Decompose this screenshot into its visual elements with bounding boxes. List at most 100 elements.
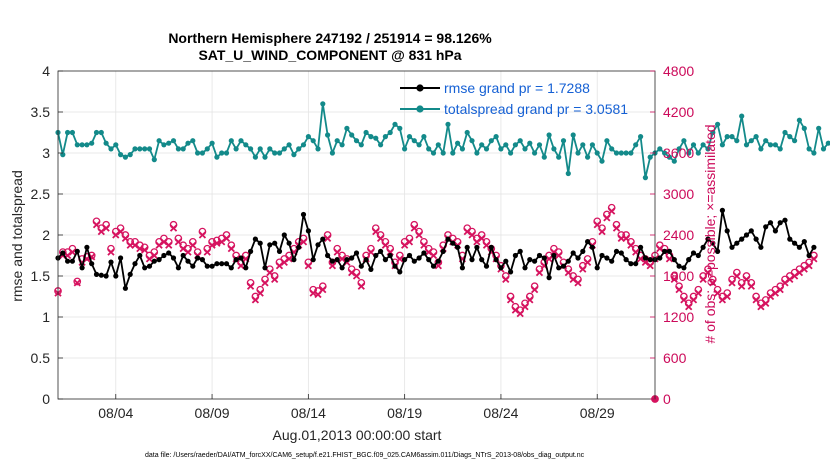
obs-assimilated-marker [285, 255, 293, 263]
spread-point [344, 125, 350, 131]
rmse-point [142, 265, 148, 271]
spread-point [796, 117, 803, 123]
spread-point [368, 134, 374, 140]
obs-assimilated-marker [535, 268, 544, 277]
rmse-point [488, 244, 494, 250]
obs-assimilated-stroke [574, 279, 582, 287]
obs-assimilated-stroke [583, 258, 592, 266]
spread-point [281, 146, 287, 152]
rmse-point [729, 244, 735, 250]
spread-point [695, 150, 701, 156]
obs-assimilated-marker [376, 234, 385, 243]
spread-point [666, 154, 673, 160]
rmse-point [272, 240, 278, 246]
obs-assimilated-marker [352, 272, 361, 280]
obs-assimilated-marker [415, 231, 423, 239]
obs-assimilated-stroke [713, 289, 722, 297]
rmse-point [618, 250, 624, 256]
spread-point [272, 150, 278, 156]
spread-point [320, 101, 326, 107]
obs-assimilated-marker [184, 248, 192, 256]
obs-assimilated-stroke [608, 207, 616, 215]
obs-assimilated-marker [742, 275, 751, 284]
y-tick-label-right: 600 [663, 350, 687, 366]
spread-point [686, 150, 692, 156]
obs-assimilated-marker [593, 221, 601, 229]
spread-point [166, 140, 172, 146]
spread-point [93, 129, 100, 136]
rmse-point [276, 248, 283, 254]
obs-assimilated-stroke [569, 275, 577, 284]
rmse-point [170, 255, 177, 261]
obs-assimilated-stroke [482, 241, 491, 249]
rmse-point [214, 261, 220, 267]
obs-assimilated-stroke [323, 234, 332, 243]
rmse-point [690, 250, 697, 256]
rmse-point [512, 252, 519, 259]
y-tick-label-right: 3000 [663, 186, 694, 202]
obs-assimilated-marker [506, 296, 515, 304]
rmse-point [257, 240, 263, 246]
spread-point [772, 142, 779, 148]
spread-point [392, 121, 398, 127]
spread-point [763, 138, 769, 144]
axis-ticks: 0 0.5 1 1.5 2 2.5 3 3.5 4 0 600 1200 1800 2400 3000 360… [31, 63, 695, 421]
spread-point [363, 129, 369, 136]
obs-assimilated-stroke [805, 262, 813, 270]
obs-assimilated-stroke [790, 272, 799, 280]
rmse-point [79, 265, 85, 271]
rmse-point [74, 248, 80, 254]
obs-assimilated-stroke [478, 234, 486, 243]
obs-assimilated-stroke [376, 234, 385, 243]
obs-assimilated-marker [169, 224, 178, 232]
spread-point [445, 121, 451, 127]
rmse-point [633, 261, 639, 267]
obs-assimilated-stroke [579, 265, 587, 273]
spread-point [570, 132, 576, 138]
obs-assimilated-stroke [116, 227, 125, 236]
obs-possible-marker [73, 277, 82, 286]
rmse-point [585, 239, 591, 245]
spread-point [825, 140, 830, 146]
spread-point [122, 154, 128, 160]
spread-point [758, 146, 764, 152]
obs-assimilated-marker [747, 282, 755, 290]
obs-assimilated-stroke [102, 224, 110, 232]
spread-point [243, 142, 249, 148]
x-tick-label: 08/09 [195, 405, 230, 421]
rmse-point [151, 258, 157, 264]
obs-assimilated-marker [266, 268, 274, 277]
obs-assimilated-marker [627, 241, 635, 249]
rmse-point [743, 232, 750, 238]
spread-point [204, 146, 210, 152]
obs-assimilated-marker [511, 306, 520, 314]
obs-assimilated-stroke [718, 296, 727, 304]
obs-assimilated-marker [781, 279, 789, 287]
rmse-point [806, 252, 812, 259]
spread-point [195, 150, 201, 156]
obs-assimilated-stroke [275, 262, 284, 270]
obs-assimilated-stroke [415, 231, 423, 239]
obs-assimilated-marker [131, 241, 139, 249]
obs-assimilated-marker [733, 272, 741, 280]
rmse-point [763, 224, 769, 230]
rmse-point [84, 244, 90, 250]
rmse-point [604, 255, 610, 261]
spread-point [729, 134, 735, 140]
spread-point [647, 154, 653, 160]
rmse-point [705, 236, 711, 242]
obs-assimilated-stroke [656, 245, 664, 253]
rmse-point [508, 269, 514, 275]
obs-assimilated-marker [776, 286, 784, 294]
rmse-point [522, 265, 528, 271]
rmse-point [594, 265, 600, 271]
obs-assimilated-marker [622, 234, 630, 243]
spread-point [358, 142, 364, 148]
spread-point [753, 134, 759, 140]
obs-assimilated-stroke [309, 289, 317, 297]
obs-assimilated-marker [309, 289, 317, 297]
rmse-point [315, 242, 321, 248]
spread-point [118, 152, 124, 158]
rmse-point [551, 252, 557, 259]
obs-assimilated-stroke [603, 214, 611, 222]
